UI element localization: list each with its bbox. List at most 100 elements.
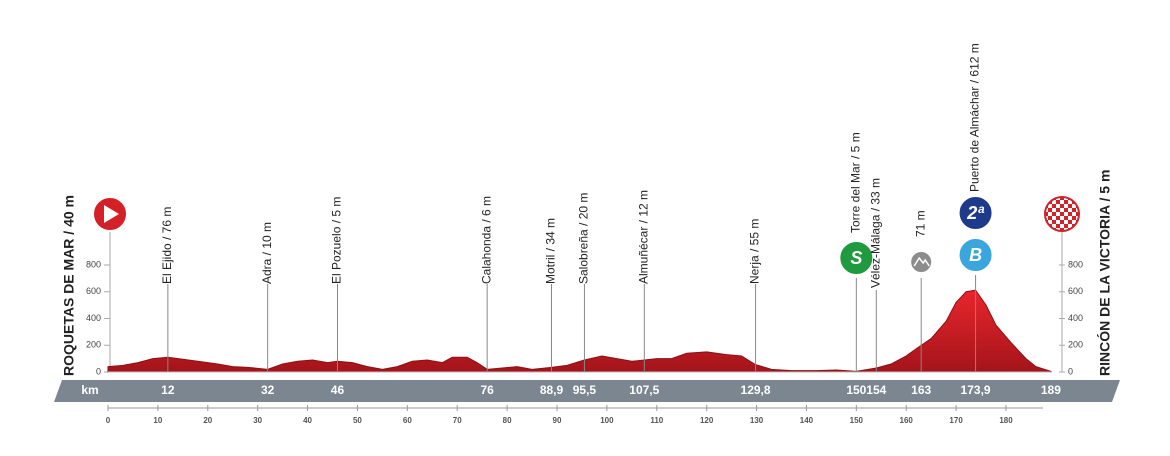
check (1064, 212, 1068, 216)
check (1052, 204, 1056, 208)
waypoint-name: Salobreña / 20 m (577, 193, 591, 284)
y-tick-label: 0 (1068, 366, 1073, 376)
check (1064, 228, 1068, 231)
check (1068, 224, 1072, 228)
waypoint-km: 173,9 (961, 383, 991, 397)
check (1045, 228, 1048, 231)
x-tick-label: 110 (650, 416, 663, 425)
check (1052, 200, 1056, 204)
check (1048, 216, 1052, 220)
check (1048, 212, 1052, 216)
check (1045, 200, 1048, 204)
x-tick-label: 170 (949, 416, 963, 425)
waypoint-km: 46 (331, 383, 345, 397)
check (1045, 212, 1048, 216)
y-tick-label: 400 (86, 313, 101, 323)
waypoint-name: Vélez-Málaga / 33 m (868, 178, 882, 288)
waypoint-name: Calahonda / 6 m (479, 196, 493, 284)
waypoint-name: El Pozuelo / 5 m (330, 197, 344, 284)
x-tick-label: 150 (850, 416, 864, 425)
check (1056, 228, 1060, 231)
check (1072, 216, 1076, 220)
check (1052, 220, 1056, 224)
check (1064, 197, 1068, 200)
waypoint-icon-text: B (969, 245, 982, 265)
y-tick-label: 400 (1068, 313, 1083, 323)
waypoint-km: 154 (866, 383, 886, 397)
check (1076, 216, 1079, 220)
waypoint-icon-mountain (913, 256, 930, 267)
y-tick-label: 200 (1068, 340, 1083, 350)
check (1052, 212, 1056, 216)
check (1048, 204, 1052, 208)
check (1072, 228, 1076, 231)
check (1064, 204, 1068, 208)
check (1045, 216, 1048, 220)
waypoint-km: 163 (911, 383, 931, 397)
km-band (54, 380, 1120, 402)
check (1056, 224, 1060, 228)
check (1060, 197, 1064, 200)
x-tick-label: 30 (253, 416, 262, 425)
start-icon (92, 196, 128, 232)
waypoint-km: 189 (1041, 383, 1061, 397)
check (1060, 228, 1064, 231)
check (1076, 200, 1079, 204)
elevation-area (107, 289, 1052, 373)
check (1064, 208, 1068, 212)
waypoint-km: 150 (846, 383, 866, 397)
waypoint-name: Almuñécar / 12 m (636, 190, 650, 284)
check (1052, 216, 1056, 220)
check (1052, 224, 1056, 228)
check (1064, 220, 1068, 224)
check (1072, 197, 1076, 200)
check (1056, 200, 1060, 204)
waypoint-km: 32 (261, 383, 275, 397)
y-tick-label: 0 (96, 366, 101, 376)
start-label: ROQUETAS DE MAR / 40 m (61, 195, 77, 376)
check (1060, 224, 1064, 228)
waypoint-name: Adra / 10 m (260, 222, 274, 284)
waypoint-name: El Ejido / 76 m (160, 207, 174, 284)
check (1072, 220, 1076, 224)
check (1064, 216, 1068, 220)
check (1068, 204, 1072, 208)
waypoint-name: Puerto de Almáchar / 612 m (968, 43, 982, 192)
waypoint-icon-text: 2ª (966, 203, 985, 223)
check (1076, 212, 1079, 216)
x-tick-label: 130 (750, 416, 764, 425)
y-tick-label: 800 (86, 259, 101, 269)
waypoint-km: 95,5 (573, 383, 597, 397)
waypoint-km: 88,9 (540, 383, 564, 397)
waypoint-name: Motril / 34 m (544, 218, 558, 284)
x-tick-label: 90 (553, 416, 562, 425)
x-tick-label: 80 (503, 416, 512, 425)
check (1076, 208, 1079, 212)
y-tick-label: 600 (1068, 286, 1083, 296)
y-tick-label: 600 (86, 286, 101, 296)
check (1056, 220, 1060, 224)
x-tick-label: 60 (403, 416, 412, 425)
x-tick-label: 160 (900, 416, 914, 425)
x-tick-label: 0 (106, 416, 111, 425)
check (1048, 228, 1052, 231)
check (1068, 200, 1072, 204)
y-tick-label: 200 (86, 340, 101, 350)
waypoint-name: Torre del Mar / 5 m (849, 132, 863, 233)
check (1056, 204, 1060, 208)
check (1060, 220, 1064, 224)
check (1060, 208, 1064, 212)
waypoint-km: 76 (480, 383, 494, 397)
check (1056, 212, 1060, 216)
check (1076, 197, 1079, 200)
check (1060, 204, 1064, 208)
waypoint-km: 12 (161, 383, 175, 397)
check (1076, 228, 1079, 231)
check (1072, 212, 1076, 216)
waypoint-icon (838, 240, 875, 276)
check (1072, 204, 1076, 208)
y-tick-label: 800 (1068, 259, 1083, 269)
check (1056, 216, 1060, 220)
